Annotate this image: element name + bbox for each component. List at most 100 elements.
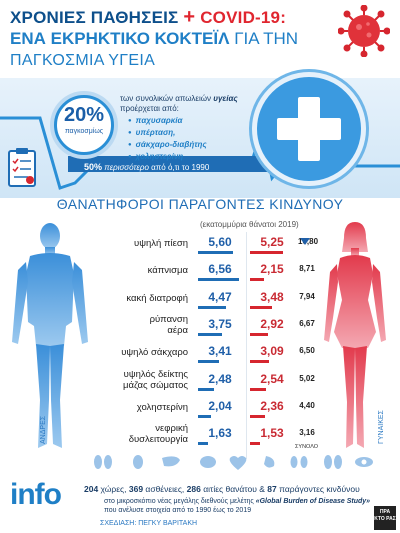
women-value: 2,15 xyxy=(260,262,284,277)
risk-factor-row: ρύπανση αέρα 3,75 2,92 6,67 xyxy=(0,313,400,350)
men-bar xyxy=(198,442,208,446)
organ-icons-strip xyxy=(94,455,373,470)
brain-icon xyxy=(200,456,216,468)
women-value: 3,48 xyxy=(260,289,284,304)
women-bar xyxy=(250,278,264,282)
men-bar xyxy=(198,387,214,391)
kidney-icon xyxy=(133,455,143,469)
women-value: 5,25 xyxy=(260,235,284,249)
eye-icon xyxy=(355,457,373,467)
women-bar xyxy=(250,414,265,418)
desc-part-1: των συνολικών απωλειών xyxy=(120,94,214,103)
publisher-logo: ΠΡΑ ΚΤΟ ΡΑΣ xyxy=(374,506,396,530)
title-part-chronic: ΧΡΟΝΙΕΣ ΠΑΘΗΣΕΙΣ xyxy=(10,8,179,27)
total-value: 4,40 xyxy=(299,400,315,410)
women-bar xyxy=(250,442,260,446)
study-text: στο μικροσκόπιο νέας μεγάλης διεθνούς με… xyxy=(104,498,256,505)
men-value: 3,41 xyxy=(208,344,232,359)
desc-part-health: υγείας xyxy=(213,94,238,103)
percent-badge: 20% παγκοσμίως xyxy=(54,95,114,155)
risk-factor-label-line: υψηλή πίεση xyxy=(134,238,188,249)
risk-factor-label: νεφρική δυσλειτουργία xyxy=(68,423,188,445)
stat-text: χώρες, xyxy=(98,484,129,494)
men-bar xyxy=(198,360,219,364)
women-bar xyxy=(250,387,266,391)
men-value: 3,75 xyxy=(208,316,232,331)
men-bar xyxy=(198,305,226,309)
chart-subtitle: (εκατομμύρια θάνατοι 2019) xyxy=(200,220,299,229)
risk-factor-label: υψηλό σάκχαρο xyxy=(68,347,188,358)
cross-horizontal xyxy=(277,118,341,140)
total-value: 6,67 xyxy=(299,318,315,328)
title-line-1: ΧΡΟΝΙΕΣ ΠΑΘΗΣΕΙΣ + COVID-19: xyxy=(10,6,286,29)
desc-part-2: προέρχεται από: xyxy=(120,104,179,113)
stat-percent: 50% xyxy=(84,162,103,172)
stat-rest: από ό,τι το 1990 xyxy=(148,163,210,172)
stat-text: ασθένειες, xyxy=(143,484,187,494)
risk-factor-label-line: ρύπανση xyxy=(149,313,188,325)
stomach-icon xyxy=(264,456,275,468)
risk-factor-label-line: κακή διατροφή xyxy=(126,292,188,304)
risk-factor-label-line: χοληστερίνη xyxy=(136,401,188,413)
kidneys-icon xyxy=(290,456,308,468)
women-value: 2,54 xyxy=(260,371,284,386)
percent-caption: παγκοσμίως xyxy=(64,128,104,135)
risk-factor-label-line: αέρα xyxy=(167,324,188,336)
risk-factor-label-line: δυσλειτουργία xyxy=(128,434,188,446)
title-part-for: ΓΙΑ ΤΗΝ xyxy=(229,29,299,48)
risk-factor-label: ρύπανση αέρα xyxy=(68,314,188,336)
medical-cross-icon xyxy=(252,72,366,186)
plus-icon: + xyxy=(183,6,196,28)
total-label: ΣΥΝΟΛΟ xyxy=(295,444,319,450)
divider xyxy=(246,313,247,350)
divider xyxy=(246,232,247,268)
risk-factor-label: υψηλός δείκτης μάζας σώματος xyxy=(68,369,188,391)
men-value: 2,04 xyxy=(208,398,232,413)
men-value: 4,47 xyxy=(208,289,232,304)
risk-factor-row: υψηλό σάκχαρο 3,41 3,09 6,50 xyxy=(0,341,400,378)
intro-description: των συνολικών απωλειών υγείας προέρχεται… xyxy=(120,94,250,114)
stat-factors: 87 xyxy=(267,484,277,494)
risk-factor-label-line: υψηλός δείκτης xyxy=(123,368,188,380)
men-bar xyxy=(198,251,233,254)
men-bar xyxy=(198,332,222,336)
lungs-icon xyxy=(94,455,112,469)
total-value: 6,50 xyxy=(299,346,315,356)
women-value: 2,92 xyxy=(260,316,284,331)
cause-item: υπέρταση, xyxy=(128,127,207,139)
men-bar xyxy=(198,414,211,418)
risk-factor-label: κάπνισμα xyxy=(68,265,188,276)
cause-item: παχυσαρκία xyxy=(128,115,207,127)
men-bar xyxy=(198,278,239,282)
study-line-3: που ανέλυσε στοιχεία από το 1990 έως το … xyxy=(104,507,252,514)
risk-factor-label-line: μάζας σώματος xyxy=(123,379,188,391)
total-value: 5,02 xyxy=(299,373,315,383)
design-credit: ΣΧΕΔΙΑΣΗ: ΠΕΓΚΥ ΒΑΡΙΤΑΚΗ xyxy=(100,520,198,527)
risk-factor-label-line: υψηλό σάκχαρο xyxy=(121,347,188,359)
risk-factor-row: υψηλός δείκτης μάζας σώματος 2,48 2,54 5,02 xyxy=(0,368,400,405)
risk-factor-row: νεφρική δυσλειτουργία 1,63 1,53 3,16 xyxy=(0,423,400,460)
divider xyxy=(246,286,247,323)
title-line-2: ΕΝΑ ΕΚΡΗΚΤΙΚΟ ΚΟΚΤΕΪΛ ΓΙΑ ΤΗΝ xyxy=(10,29,298,49)
male-body-figure xyxy=(12,223,88,448)
risk-factor-label: υψηλή πίεση xyxy=(68,238,188,249)
cause-item: σάκχαρο-διαβήτης xyxy=(128,139,207,151)
percent-value: 20% xyxy=(63,104,105,126)
men-value: 6,56 xyxy=(208,262,232,277)
men-value: 5,60 xyxy=(208,235,232,249)
risk-factor-row: κάπνισμα 6,56 2,15 8,71 xyxy=(0,259,400,296)
stat-text: παράγοντες κινδύνου xyxy=(276,484,360,494)
study-name: «Global Burden of Disease Study» xyxy=(255,498,371,505)
women-bar xyxy=(250,360,269,364)
divider xyxy=(246,423,247,460)
title-part-cocktail: ΕΝΑ ΕΚΡΗΚΤΙΚΟ ΚΟΚΤΕΪΛ xyxy=(10,29,230,48)
risk-factor-row: χοληστερίνη 2,04 2,36 4,40 xyxy=(0,395,400,432)
info-logo: info xyxy=(10,478,62,511)
title-line-3: ΠΑΓΚΟΣΜΙΑ ΥΓΕΙΑ xyxy=(10,52,156,69)
liver-icon xyxy=(162,456,180,467)
cause-item: χοληστερίνη xyxy=(128,151,207,163)
total-value: 7,94 xyxy=(299,291,315,301)
divider xyxy=(246,341,247,378)
header: ΧΡΟΝΙΕΣ ΠΑΘΗΣΕΙΣ + COVID-19: ΕΝΑ ΕΚΡΗΚΤΙ… xyxy=(0,0,400,75)
